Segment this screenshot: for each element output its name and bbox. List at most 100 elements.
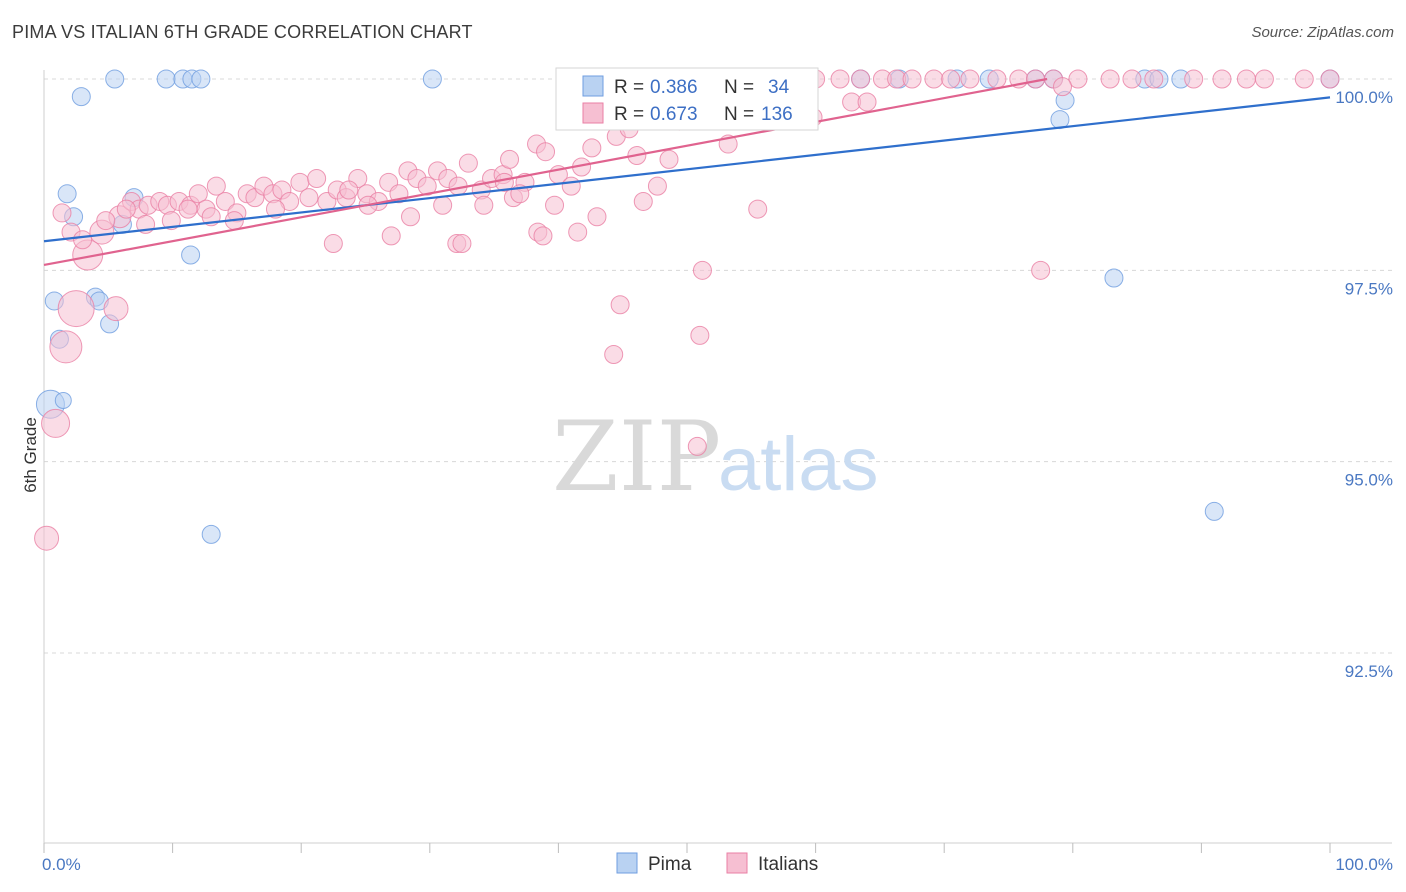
italians-point bbox=[582, 138, 602, 158]
italians-point bbox=[57, 290, 95, 328]
stats-n-label-italians: N = bbox=[724, 104, 754, 125]
italians-point bbox=[178, 199, 198, 219]
stats-swatch-italians bbox=[582, 102, 604, 124]
italians-point bbox=[748, 199, 768, 219]
watermark-atlas: atlas bbox=[718, 422, 879, 507]
italians-point bbox=[458, 153, 478, 173]
italians-point bbox=[116, 199, 136, 219]
pima-point bbox=[71, 87, 91, 107]
italians-point bbox=[49, 330, 83, 364]
italians-point bbox=[500, 149, 520, 169]
source-credit: Source: ZipAtlas.com bbox=[1251, 24, 1394, 41]
pima-point bbox=[422, 69, 442, 89]
italians-point bbox=[851, 69, 871, 89]
italians-point bbox=[647, 176, 667, 196]
grid-lines bbox=[44, 78, 1392, 654]
italians-point bbox=[339, 180, 359, 200]
y-axis-label: 6th Grade bbox=[21, 417, 40, 493]
watermark: ZIP atlas bbox=[552, 401, 879, 513]
x-tick-labels: 0.0% 100.0% bbox=[42, 855, 1393, 874]
italians-point bbox=[857, 92, 877, 112]
pima-point bbox=[201, 524, 221, 544]
legend-label-pima: Pima bbox=[648, 854, 692, 875]
italians-point bbox=[474, 195, 494, 215]
italians-point bbox=[1031, 260, 1051, 280]
italians-point bbox=[1294, 69, 1314, 89]
italians-point bbox=[1122, 69, 1142, 89]
pima-point bbox=[1204, 501, 1224, 521]
stats-r-label-pima: R = bbox=[614, 77, 644, 98]
italians-point bbox=[433, 195, 453, 215]
italians-point bbox=[987, 69, 1007, 89]
pima-point bbox=[181, 245, 201, 265]
italians-point bbox=[924, 69, 944, 89]
italians-point bbox=[902, 69, 922, 89]
legend-swatch-italians bbox=[726, 852, 748, 874]
pima-point bbox=[54, 391, 72, 409]
italians-point bbox=[587, 207, 607, 227]
italians-point bbox=[604, 345, 624, 365]
italians-point bbox=[536, 142, 556, 162]
pima-point bbox=[1104, 268, 1124, 288]
y-tick-label: 97.5% bbox=[1345, 279, 1393, 298]
pima-point bbox=[156, 69, 176, 89]
italians-point bbox=[452, 234, 472, 254]
italians-point bbox=[401, 207, 421, 227]
italians-point bbox=[1068, 69, 1088, 89]
italians-point bbox=[34, 525, 60, 551]
italians-point bbox=[633, 191, 653, 211]
stats-legend: R = 0.386 N = 34 R = 0.673 N = 136 bbox=[555, 67, 819, 131]
italians-point bbox=[561, 176, 581, 196]
series-italians-points bbox=[34, 69, 1340, 551]
italians-point bbox=[103, 296, 129, 322]
italians-point bbox=[1212, 69, 1232, 89]
italians-point bbox=[188, 184, 208, 204]
italians-point bbox=[690, 325, 710, 345]
italians-point bbox=[1053, 77, 1073, 97]
italians-point bbox=[1184, 69, 1204, 89]
legend-label-italians: Italians bbox=[758, 854, 818, 875]
italians-point bbox=[692, 260, 712, 280]
bottom-legend: Pima Italians bbox=[616, 852, 818, 875]
trend-line-italians bbox=[43, 77, 1048, 267]
stats-n-label-pima: N = bbox=[724, 77, 754, 98]
x-tick-label: 0.0% bbox=[42, 855, 81, 874]
stats-n-value-pima: 34 bbox=[768, 77, 790, 98]
italians-point bbox=[1144, 69, 1164, 89]
trend-line-pima bbox=[43, 96, 1331, 243]
italians-point bbox=[1254, 69, 1274, 89]
italians-point bbox=[417, 176, 437, 196]
stats-r-value-italians: 0.673 bbox=[650, 104, 698, 125]
stats-n-value-italians: 136 bbox=[761, 104, 793, 125]
italians-point bbox=[265, 199, 285, 219]
italians-point bbox=[1100, 69, 1120, 89]
italians-point bbox=[1320, 69, 1340, 89]
y-tick-label: 92.5% bbox=[1345, 662, 1393, 681]
italians-point bbox=[610, 295, 630, 315]
pima-point bbox=[57, 184, 77, 204]
italians-point bbox=[52, 203, 72, 223]
italians-point bbox=[323, 234, 343, 254]
y-tick-label: 100.0% bbox=[1335, 88, 1393, 107]
y-tick-labels: 92.5% 95.0% 97.5% 100.0% bbox=[1335, 88, 1393, 681]
legend-swatch-pima bbox=[616, 852, 638, 874]
axes bbox=[43, 70, 1392, 853]
italians-point bbox=[941, 69, 961, 89]
italians-point bbox=[830, 69, 850, 89]
italians-point bbox=[206, 176, 226, 196]
italians-point bbox=[96, 211, 116, 231]
trend-lines bbox=[43, 77, 1331, 267]
y-tick-label: 95.0% bbox=[1345, 471, 1393, 490]
watermark-zip: ZIP bbox=[552, 401, 721, 513]
italians-point bbox=[161, 211, 181, 231]
italians-point bbox=[687, 436, 707, 456]
x-tick-label: 100.0% bbox=[1335, 855, 1393, 874]
italians-point bbox=[215, 191, 235, 211]
italians-point bbox=[1236, 69, 1256, 89]
stats-r-label-italians: R = bbox=[614, 104, 644, 125]
italians-point bbox=[307, 168, 327, 188]
italians-point bbox=[299, 188, 319, 208]
italians-point bbox=[381, 226, 401, 246]
italians-point bbox=[41, 408, 71, 438]
